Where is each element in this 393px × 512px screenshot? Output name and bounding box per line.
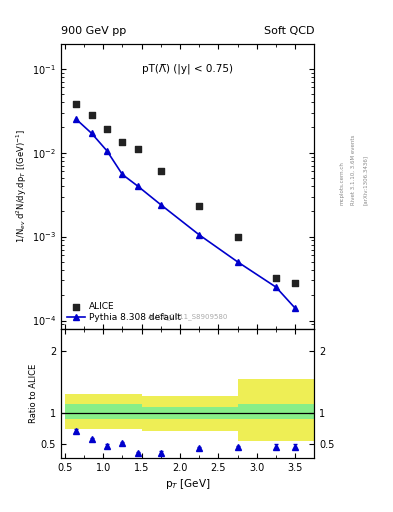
Legend: ALICE, Pythia 8.308 default: ALICE, Pythia 8.308 default <box>65 300 183 324</box>
ALICE <box>104 125 110 134</box>
ALICE <box>158 167 164 176</box>
Pythia 8.308 default <box>89 130 94 136</box>
Pythia 8.308 default <box>105 148 109 154</box>
ALICE <box>235 232 241 241</box>
Pythia 8.308 default <box>158 202 163 208</box>
ALICE <box>292 279 298 287</box>
Y-axis label: Ratio to ALICE: Ratio to ALICE <box>29 364 38 423</box>
ALICE <box>119 138 125 146</box>
Line: Pythia 8.308 default: Pythia 8.308 default <box>73 116 298 311</box>
ALICE <box>88 111 95 119</box>
Text: pT(Λ̅) (|y| < 0.75): pT(Λ̅) (|y| < 0.75) <box>142 63 233 74</box>
Pythia 8.308 default <box>274 284 278 290</box>
Text: ALICE_2011_S8909580: ALICE_2011_S8909580 <box>147 313 228 320</box>
Text: 900 GeV pp: 900 GeV pp <box>61 26 126 36</box>
Pythia 8.308 default <box>74 116 79 122</box>
X-axis label: p$_{T}$ [GeV]: p$_{T}$ [GeV] <box>165 477 210 492</box>
Pythia 8.308 default <box>197 232 202 238</box>
ALICE <box>273 274 279 282</box>
Pythia 8.308 default <box>135 183 140 189</box>
Pythia 8.308 default <box>293 305 298 311</box>
Pythia 8.308 default <box>235 259 240 265</box>
ALICE <box>134 145 141 153</box>
Text: Rivet 3.1.10, 3.6M events: Rivet 3.1.10, 3.6M events <box>351 135 356 205</box>
Text: [arXiv:1306.3436]: [arXiv:1306.3436] <box>363 155 368 205</box>
ALICE <box>73 100 79 108</box>
Text: mcplots.cern.ch: mcplots.cern.ch <box>340 161 344 205</box>
Pythia 8.308 default <box>120 172 125 178</box>
Text: Soft QCD: Soft QCD <box>264 26 314 36</box>
Y-axis label: 1/N$_{ev}$ d$^{2}$N/dy.dp$_{T}$ [(GeV)$^{-1}$]: 1/N$_{ev}$ d$^{2}$N/dy.dp$_{T}$ [(GeV)$^… <box>15 129 29 243</box>
ALICE <box>196 202 202 210</box>
